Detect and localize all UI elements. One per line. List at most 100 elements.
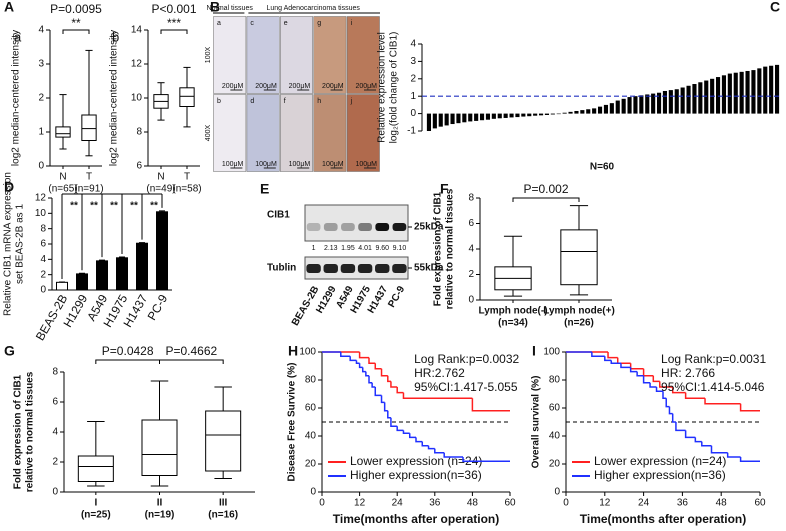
- p-value: P=0.002: [523, 182, 568, 196]
- y-tick-label: 100: [543, 347, 560, 358]
- annotation: HR: 2.766: [661, 366, 715, 380]
- bar: [621, 98, 626, 114]
- loading-band: [340, 264, 356, 273]
- survival-step: [607, 352, 618, 359]
- survival-step: [374, 387, 382, 397]
- loading-band: [357, 264, 373, 273]
- panel-label: G: [4, 343, 15, 359]
- bar: [751, 70, 756, 114]
- survival-step: [655, 387, 663, 392]
- x-tick-label: T: [86, 172, 92, 183]
- survival-step: [361, 367, 366, 373]
- bar: [662, 90, 668, 114]
- blot-frame: [304, 204, 409, 242]
- x-tick-label: N: [59, 172, 66, 183]
- survival-step: [387, 410, 391, 419]
- bar: [721, 75, 727, 114]
- error-bar: [59, 281, 65, 283]
- y-tick-label: 0: [52, 487, 58, 498]
- x-tick-label: PC-9: [386, 284, 407, 310]
- x-tick-label: PC-9: [145, 292, 171, 323]
- y-tick-label: 0: [38, 161, 44, 172]
- stars: **: [110, 201, 118, 212]
- row-label: CIB1: [267, 210, 290, 221]
- y-tick-label: 3: [38, 59, 44, 70]
- size-label: 55kDa: [414, 263, 444, 274]
- bar: [527, 113, 532, 117]
- bar: [715, 77, 721, 114]
- n-label: (n=34): [498, 318, 528, 329]
- cell-letter: j: [350, 98, 353, 105]
- bar: [627, 97, 632, 114]
- survival-step: [462, 457, 510, 462]
- subpanel-label: b: [112, 29, 119, 44]
- bar: [156, 211, 168, 291]
- cell-letter: e: [284, 20, 288, 27]
- scale-label: 200μM: [322, 83, 344, 90]
- y-axis-label: Overall survival (%): [531, 376, 542, 469]
- micrograph: [213, 94, 247, 172]
- bar: [136, 242, 148, 291]
- survival-step: [365, 371, 369, 377]
- stars: **: [150, 201, 158, 212]
- survival-step: [380, 395, 385, 404]
- y-tick-label: 2: [410, 73, 416, 84]
- y-tick-label: 80: [305, 375, 317, 386]
- legend-label: Higher expression(n=36): [350, 468, 482, 482]
- survival-step: [380, 368, 388, 377]
- bar: [686, 85, 691, 114]
- x-tick-label: 48: [467, 498, 479, 509]
- micrograph: [246, 94, 280, 172]
- survival-step: [636, 371, 644, 377]
- annotation: Log Rank:p=0.0032: [414, 352, 519, 366]
- micrograph: [280, 94, 313, 172]
- error-bar: [79, 272, 85, 275]
- survival-step: [739, 403, 760, 412]
- n-label: (n=58): [172, 184, 201, 195]
- scale-label: 200μM: [289, 83, 311, 90]
- survival-step: [358, 363, 363, 369]
- band: [375, 223, 390, 231]
- bar: [763, 66, 768, 114]
- bar: [538, 113, 544, 116]
- panel-label: A: [4, 0, 14, 15]
- scale-label: 200μM: [355, 83, 377, 90]
- bar: [450, 113, 455, 125]
- loading-band: [306, 264, 321, 273]
- bar: [515, 113, 520, 118]
- survival-step: [396, 426, 404, 432]
- y-axis-label: relative to normal tissues: [25, 371, 36, 492]
- survival-step: [591, 352, 605, 357]
- y-tick-label: 4: [468, 244, 474, 255]
- x-tick-label: II: [157, 498, 163, 509]
- bar: [609, 103, 614, 114]
- x-tick-label: 12: [599, 498, 611, 509]
- y-tick-label: 2: [38, 93, 44, 104]
- box: [81, 114, 97, 141]
- x-tick-label: 36: [677, 498, 689, 509]
- y-tick-label: 60: [549, 403, 561, 414]
- cell-letter: g: [317, 20, 321, 27]
- bar: [76, 273, 88, 291]
- y-tick-label: 20: [305, 459, 317, 470]
- y-axis-label: Fold expression of CIB1: [433, 191, 444, 306]
- bar: [444, 113, 449, 126]
- survival-step: [421, 441, 429, 447]
- stars: **: [70, 201, 78, 212]
- n-label: (n=49): [146, 184, 175, 195]
- annotation: 95%CI:1.417-5.055: [414, 380, 518, 394]
- loading-band: [392, 264, 407, 273]
- bar: [474, 113, 479, 121]
- survival-step: [471, 398, 510, 412]
- bar: [603, 104, 609, 114]
- y-tick-label: 10: [131, 93, 143, 104]
- panel-label: C: [770, 0, 780, 15]
- error-bar: [159, 210, 165, 213]
- y-tick-label: 3: [410, 56, 416, 67]
- bar: [116, 257, 128, 291]
- legend-label: Lower expression (n=24): [594, 454, 726, 468]
- panel-label: E: [260, 181, 269, 197]
- y-tick-label: 1: [38, 127, 44, 138]
- panel-label: B: [210, 0, 220, 15]
- survival-step: [616, 357, 631, 364]
